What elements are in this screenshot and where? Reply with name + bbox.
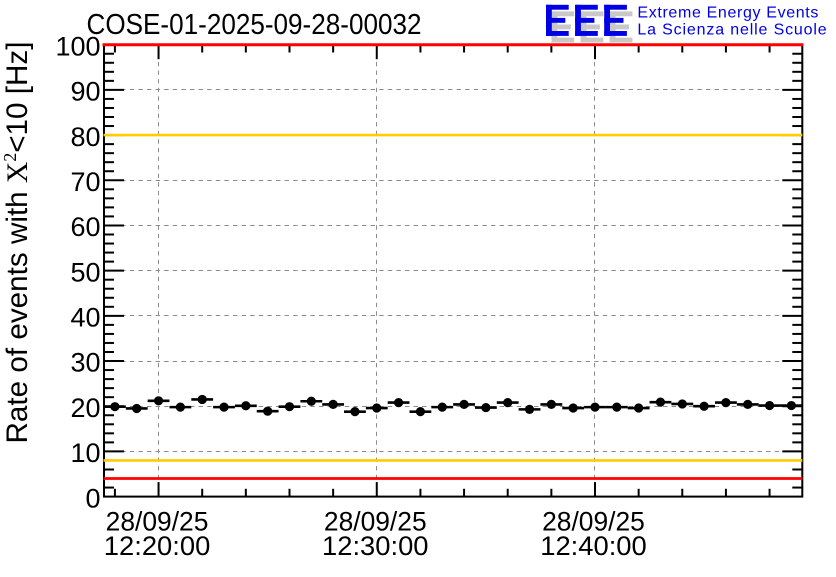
svg-text:10: 10 [70,438,100,468]
svg-text:20: 20 [70,393,100,423]
svg-text:0: 0 [85,483,100,513]
svg-text:28/09/25: 28/09/25 [324,507,427,537]
svg-text:28/09/25: 28/09/25 [542,507,645,537]
svg-text:100: 100 [55,31,100,61]
svg-text:12:40:00: 12:40:00 [540,531,647,561]
svg-text:28/09/25: 28/09/25 [106,507,209,537]
svg-text:La Scienza nelle Scuole: La Scienza nelle Scuole [637,22,826,39]
svg-text:Extreme Energy Events: Extreme Energy Events [637,4,818,21]
svg-text:COSE-01-2025-09-28-00032: COSE-01-2025-09-28-00032 [87,9,422,41]
svg-text:50: 50 [70,257,100,287]
svg-text:12:20:00: 12:20:00 [104,531,211,561]
svg-text:80: 80 [70,122,100,152]
svg-text:Rate of events with X2<10 [Hz]: Rate of events with X2<10 [Hz] [0,42,34,444]
svg-text:70: 70 [70,167,100,197]
svg-text:60: 60 [70,212,100,242]
svg-text:40: 40 [70,303,100,333]
svg-text:90: 90 [70,77,100,107]
svg-text:30: 30 [70,348,100,378]
svg-text:12:30:00: 12:30:00 [322,531,429,561]
